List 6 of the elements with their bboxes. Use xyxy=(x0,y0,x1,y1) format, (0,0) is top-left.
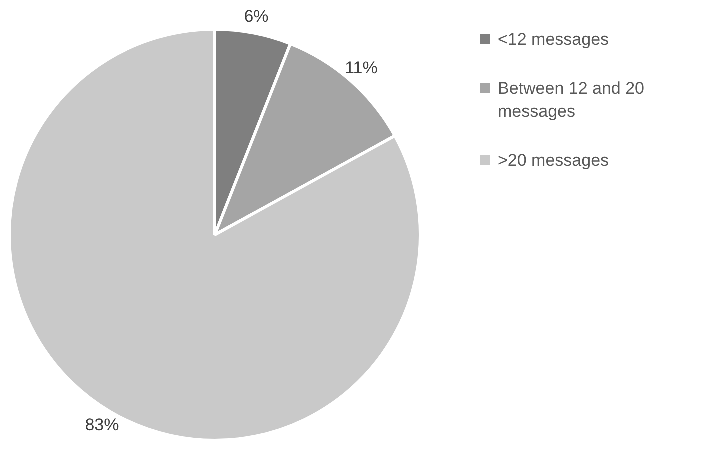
data-label: 83% xyxy=(85,415,120,434)
data-label: 6% xyxy=(244,7,269,26)
legend-label: <12 messages xyxy=(498,29,610,51)
legend-label: Between 12 and 20 messages xyxy=(498,78,646,123)
data-label: 11% xyxy=(345,58,378,78)
legend-label: >20 messages xyxy=(498,150,610,172)
